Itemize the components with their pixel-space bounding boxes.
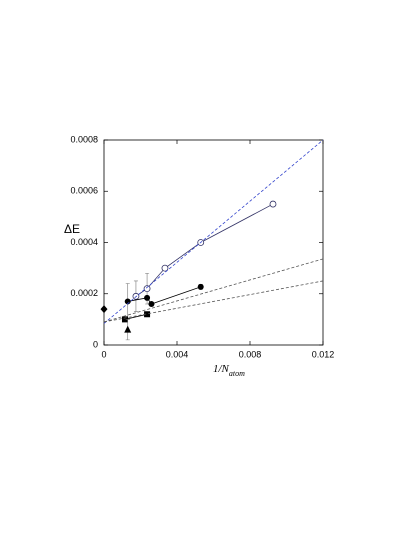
y-axis-label: ΔE xyxy=(64,222,80,236)
point xyxy=(269,200,277,208)
x-axis-label: 1/Natom xyxy=(213,363,245,378)
x-tick-label: 0.008 xyxy=(239,349,262,359)
point xyxy=(148,301,155,307)
y-tick-label: 0.0004 xyxy=(70,237,98,247)
point xyxy=(144,311,151,318)
y-tick-label: 0.0006 xyxy=(70,186,98,196)
series-line xyxy=(124,313,148,320)
point xyxy=(121,316,128,323)
x-tick-label: 0.004 xyxy=(166,349,189,359)
y-tick-label: 0.0002 xyxy=(70,288,98,298)
fit-line xyxy=(103,258,324,323)
x-tick-label: 0.012 xyxy=(312,349,335,359)
fit-line xyxy=(103,280,324,323)
x-tick-label: 0 xyxy=(101,349,106,359)
point xyxy=(124,325,132,333)
point xyxy=(143,285,151,293)
point xyxy=(124,298,131,305)
fit-line xyxy=(103,139,324,324)
point xyxy=(197,283,204,290)
plot-frame xyxy=(103,139,324,346)
x-axis-label-main: 1/N xyxy=(213,363,230,375)
point xyxy=(161,264,169,272)
x-axis-label-sub: atom xyxy=(229,369,245,378)
y-tick-label: 0.0008 xyxy=(70,134,98,144)
point xyxy=(100,305,108,314)
series-line xyxy=(135,203,274,297)
series-line xyxy=(127,286,201,305)
point xyxy=(144,294,151,301)
y-tick-label: 0 xyxy=(93,339,98,349)
